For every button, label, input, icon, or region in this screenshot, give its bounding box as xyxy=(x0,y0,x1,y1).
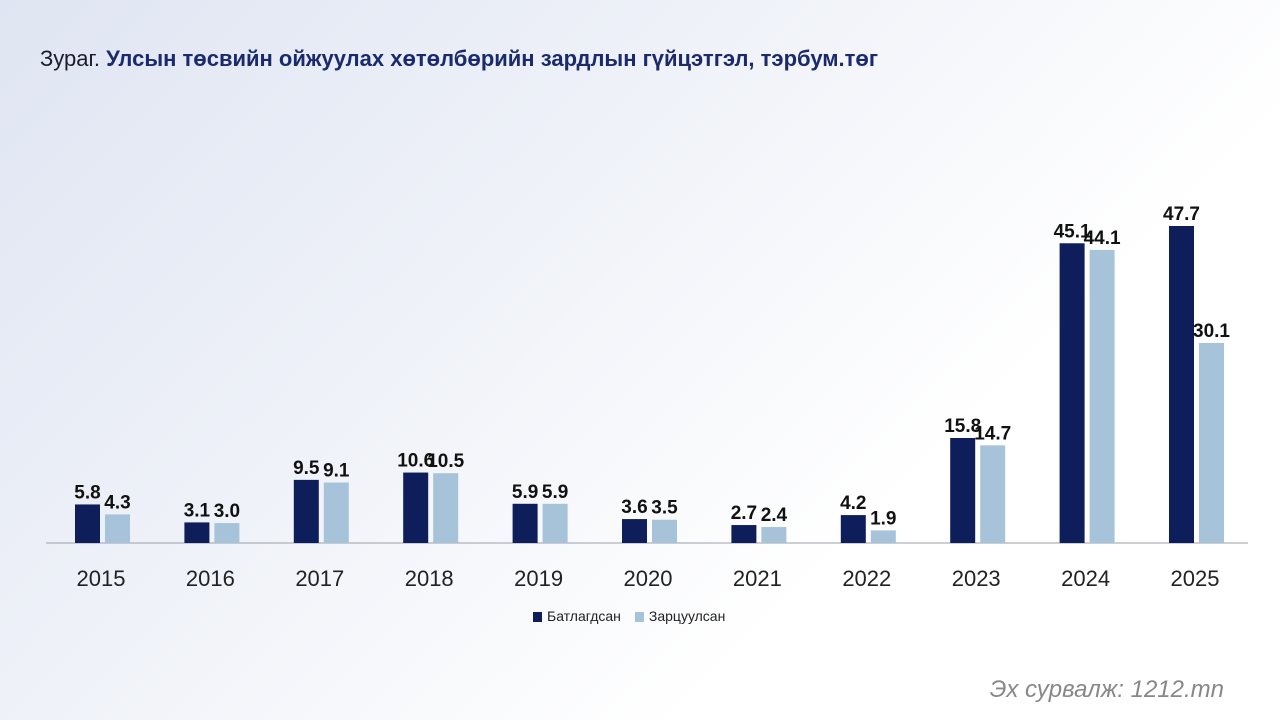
bar-spent-2017 xyxy=(323,482,349,543)
bar-approved-2019 xyxy=(512,503,538,543)
bar-approved-2021 xyxy=(731,525,757,543)
title-main: Улсын төсвийн ойжуулах хөтөлбөрийн зардл… xyxy=(106,46,879,71)
legend-label: Зарцуулсан xyxy=(648,608,726,624)
data-label: 5.9 xyxy=(512,482,538,503)
data-label: 30.1 xyxy=(1193,321,1230,342)
source-note: Эх сурвалж: 1212.mn xyxy=(989,676,1224,703)
bar-approved-2023 xyxy=(950,437,976,543)
x-tick-label: 2019 xyxy=(514,566,563,591)
data-label: 4.2 xyxy=(840,493,866,514)
bar-spent-2021 xyxy=(761,527,787,543)
data-label: 3.6 xyxy=(621,497,647,518)
data-label: 9.1 xyxy=(323,461,350,482)
x-tick-label: 2018 xyxy=(405,566,454,591)
data-label: 2.4 xyxy=(761,505,788,526)
bar-approved-2015 xyxy=(75,504,100,543)
bar-approved-2017 xyxy=(293,479,319,543)
data-label: 15.8 xyxy=(944,416,981,437)
bar-spent-2018 xyxy=(433,473,459,543)
bar-approved-2016 xyxy=(184,522,210,543)
bar-spent-2022 xyxy=(870,530,896,543)
bar-approved-2022 xyxy=(840,515,866,543)
legend-label: Батлагдсан xyxy=(547,608,621,624)
x-tick-label: 2023 xyxy=(952,566,1001,591)
x-tick-label: 2025 xyxy=(1171,566,1220,591)
data-label: 14.7 xyxy=(974,423,1011,444)
bar-spent-2019 xyxy=(542,503,568,543)
data-label: 47.7 xyxy=(1163,204,1200,225)
data-label: 2.7 xyxy=(731,503,757,524)
bar-spent-2016 xyxy=(214,523,240,543)
legend-item-approved: Батлагдсан xyxy=(533,608,621,624)
data-label: 3.1 xyxy=(184,500,211,521)
title-prefix: Зураг. xyxy=(40,46,100,71)
bar-approved-2025 xyxy=(1169,226,1194,543)
bar-approved-2018 xyxy=(403,472,429,543)
data-label: 1.9 xyxy=(870,508,896,529)
data-label: 45.1 xyxy=(1054,221,1091,242)
data-label: 10.6 xyxy=(397,451,434,472)
data-label: 10.5 xyxy=(427,451,464,472)
chart-title: Зураг. Улсын төсвийн ойжуулах хөтөлбөрий… xyxy=(40,46,878,72)
x-tick-label: 2022 xyxy=(842,566,891,591)
data-label: 5.8 xyxy=(74,482,100,503)
data-label: 9.5 xyxy=(293,458,320,479)
data-label: 3.5 xyxy=(651,498,678,519)
x-tick-label: 2020 xyxy=(624,566,673,591)
data-label: 4.3 xyxy=(104,492,130,513)
bar-approved-2020 xyxy=(622,519,647,543)
data-label: 3.0 xyxy=(214,501,240,522)
x-tick-label: 2017 xyxy=(295,566,344,591)
bar-spent-2025 xyxy=(1199,342,1224,543)
x-tick-label: 2015 xyxy=(77,566,126,591)
legend-swatch xyxy=(533,612,542,622)
legend-swatch xyxy=(634,612,644,622)
bar-spent-2023 xyxy=(980,445,1006,543)
bar-spent-2024 xyxy=(1089,249,1115,543)
legend-item-spent: Зарцуулсан xyxy=(634,608,726,624)
data-label: 44.1 xyxy=(1084,228,1121,249)
x-tick-label: 2016 xyxy=(186,566,235,591)
data-label: 5.9 xyxy=(542,482,568,503)
x-tick-label: 2021 xyxy=(733,566,782,591)
bar-spent-2020 xyxy=(652,519,677,543)
bar-spent-2015 xyxy=(105,514,130,543)
legend: Батлагдсан Зарцуулсан xyxy=(533,608,725,624)
bar-approved-2024 xyxy=(1059,243,1085,544)
x-tick-label: 2024 xyxy=(1061,566,1110,591)
